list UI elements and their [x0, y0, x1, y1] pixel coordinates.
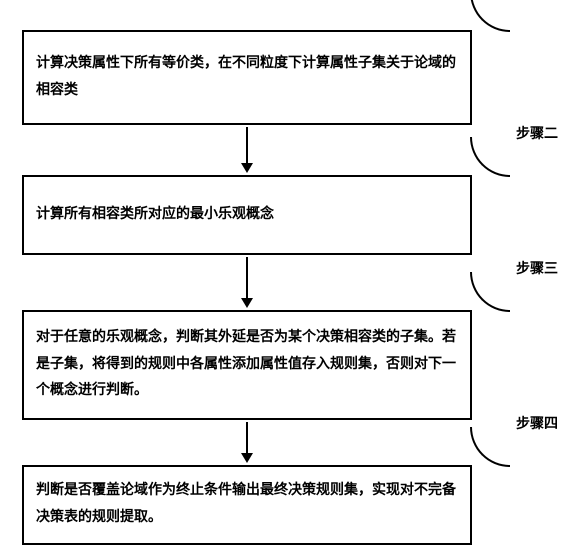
- step3-box: 对于任意的乐观概念，判断其外延是否为某个决策相容类的子集。若是子集，将得到的规则…: [22, 310, 472, 420]
- step3-label: 步骤三: [516, 258, 558, 278]
- arrow-2-line: [246, 257, 248, 298]
- step2-box: 计算所有相容类所对应的最小乐观概念: [22, 175, 472, 255]
- arrow-3-line: [246, 422, 248, 453]
- step1-box: 计算决策属性下所有等价类，在不同粒度下计算属性子集关于论域的相容类: [22, 30, 472, 125]
- arrow-2-head: [241, 298, 253, 308]
- arrow-1-line: [246, 127, 248, 163]
- step4-connector-arc: [470, 427, 510, 467]
- flowchart-canvas: 计算决策属性下所有等价类，在不同粒度下计算属性子集关于论域的相容类步骤一计算所有…: [0, 0, 562, 553]
- step4-box: 判断是否覆盖论域作为终止条件输出最终决策规则集，实现对不完备决策表的规则提取。: [22, 465, 472, 545]
- step2-label: 步骤二: [516, 123, 558, 143]
- arrow-1-head: [241, 163, 253, 173]
- step4-label: 步骤四: [516, 413, 558, 433]
- step4-text: 判断是否覆盖论域作为终止条件输出最终决策规则集，实现对不完备决策表的规则提取。: [36, 478, 458, 531]
- step3-text: 对于任意的乐观概念，判断其外延是否为某个决策相容类的子集。若是子集，将得到的规则…: [36, 325, 458, 405]
- step3-connector-arc: [470, 272, 510, 312]
- step1-text: 计算决策属性下所有等价类，在不同粒度下计算属性子集关于论域的相容类: [36, 51, 458, 104]
- step2-text: 计算所有相容类所对应的最小乐观概念: [36, 202, 274, 229]
- step2-connector-arc: [470, 137, 510, 177]
- arrow-3-head: [241, 453, 253, 463]
- step1-connector-arc: [470, 0, 510, 32]
